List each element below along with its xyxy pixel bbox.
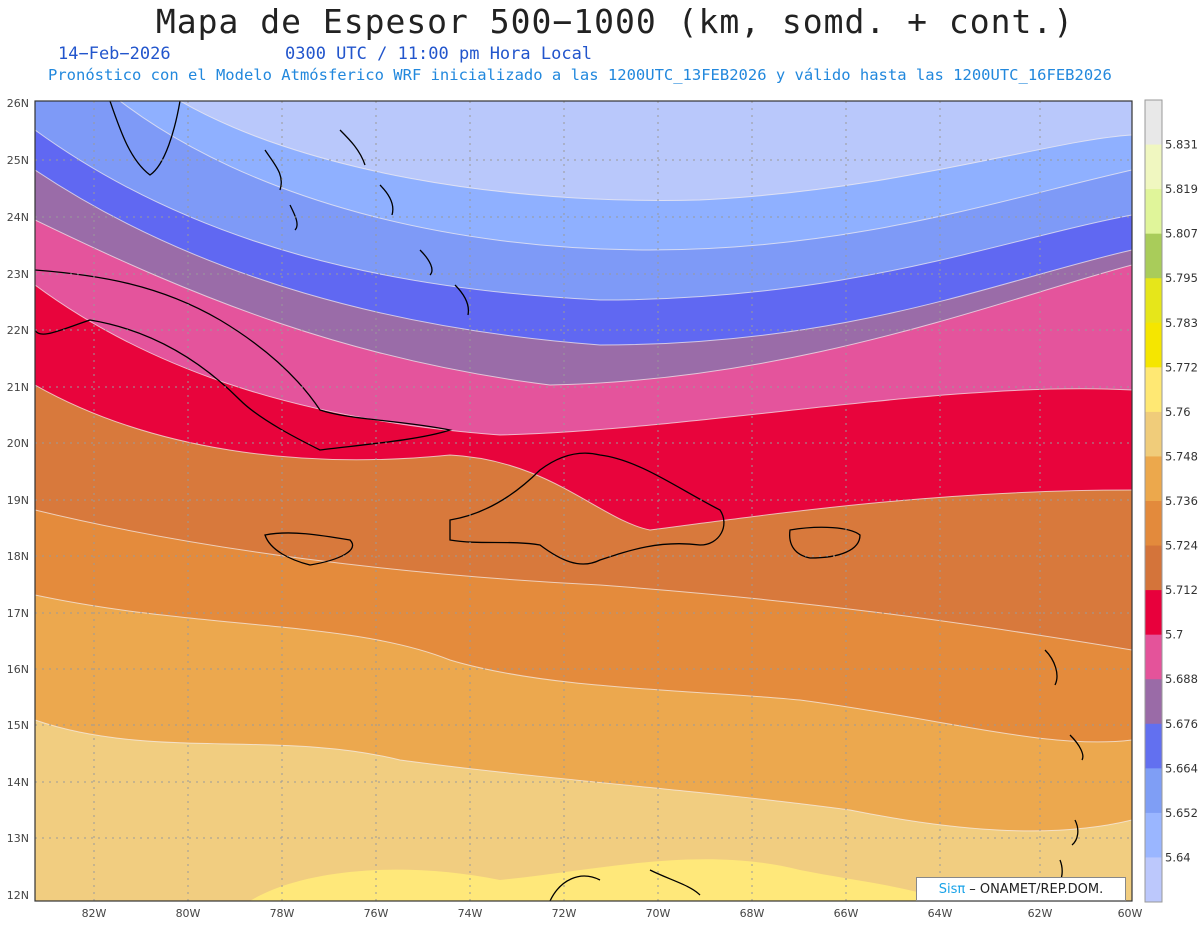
contour-lines [35,101,1132,832]
lat-label: 25N [7,154,29,167]
grid-lines [35,101,1132,901]
coastlines [35,101,1084,901]
band-5760 [35,720,1132,901]
lat-label: 17N [7,607,29,620]
puerto-rico-coast [789,526,861,559]
lat-label: 16N [7,663,29,676]
lon-label: 70W [646,907,671,920]
lon-label: 76W [364,907,389,920]
lat-label: 18N [7,550,29,563]
forecast-date: 14−Feb−2026 [58,44,171,64]
latitude-labels: 26N 25N 24N 23N 22N 21N 20N 19N 18N 17N … [7,97,29,902]
plot-frame [34,100,1133,902]
florida-coast [109,101,181,176]
lat-label: 12N [7,889,29,902]
lon-label: 68W [740,907,765,920]
credit-brand: Sisπ [938,881,966,897]
lon-label: 64W [928,907,953,920]
credit-box: Sisπ – ONAMET/REP.DOM. [916,877,1126,901]
lat-label: 23N [7,268,29,281]
credit-text: – ONAMET/REP.DOM. [969,881,1104,897]
lat-label: 19N [7,494,29,507]
band-5772 [250,859,950,901]
lon-label: 72W [552,907,577,920]
lon-label: 74W [458,907,483,920]
lat-label: 21N [7,381,29,394]
lat-label: 20N [7,437,29,450]
thickness-bands [35,101,1132,901]
lat-label: 13N [7,832,29,845]
lon-label: 60W [1118,907,1143,920]
lesser-antilles-coast [1044,649,1084,886]
hispaniola-coast [449,452,725,565]
lat-label: 14N [7,776,29,789]
lon-label: 80W [176,907,201,920]
map-title: Mapa de Espesor 500−1000 (km, somd. + co… [155,2,1075,41]
lon-label: 66W [834,907,859,920]
lat-label: 22N [7,324,29,337]
forecast-time: 0300 UTC / 11:00 pm Hora Local [285,44,593,64]
bahamas-coast [264,129,470,316]
lon-label: 82W [82,907,107,920]
lat-label: 15N [7,719,29,732]
lat-label: 26N [7,97,29,110]
venezuela-coast [549,869,701,901]
lon-label: 62W [1028,907,1053,920]
longitude-labels: 82W 80W 78W 76W 74W 72W 70W 68W 66W 64W … [82,907,1143,920]
lon-label: 78W [270,907,295,920]
jamaica-coast [264,532,354,566]
lat-label: 24N [7,211,29,224]
forecast-description: Pronóstico con el Modelo Atmósferico WRF… [48,66,1112,84]
cuba-coast [35,269,453,451]
